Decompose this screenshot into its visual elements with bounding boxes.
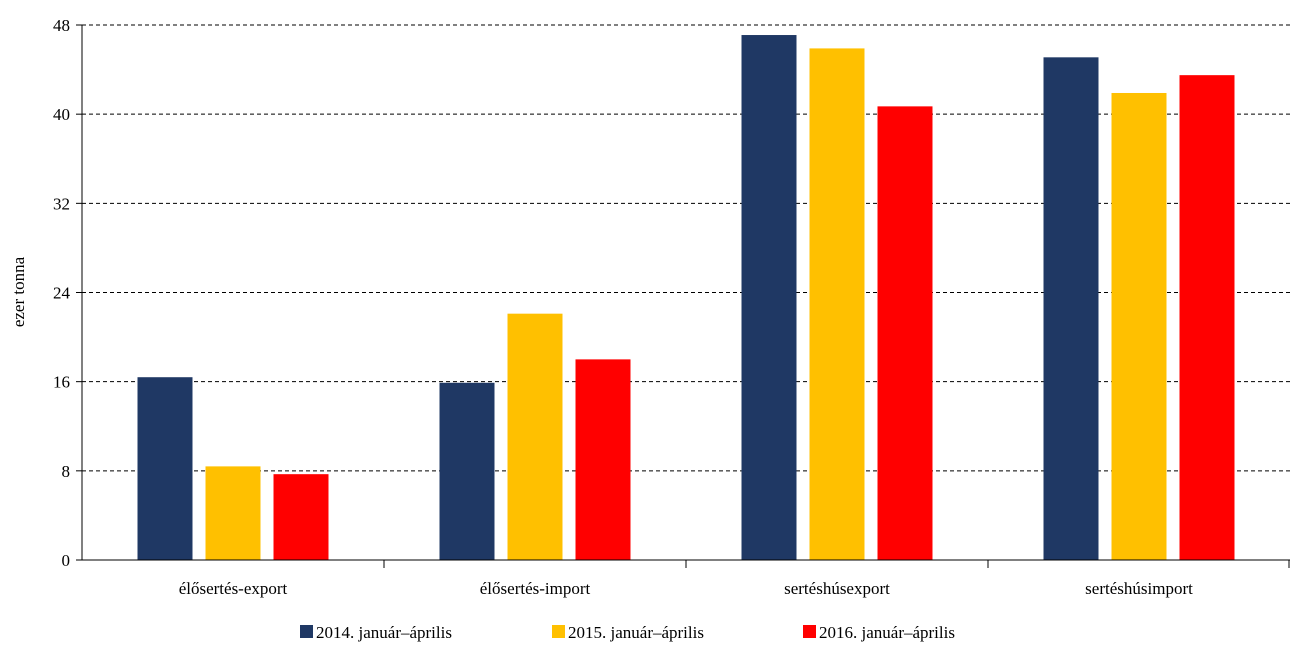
y-tick-label: 0 bbox=[62, 551, 71, 570]
bar bbox=[507, 313, 563, 560]
legend-label: 2014. január–április bbox=[316, 623, 452, 642]
bar bbox=[877, 106, 933, 560]
y-tick-label: 48 bbox=[53, 16, 70, 35]
legend: 2014. január–április 2015. január–április… bbox=[300, 623, 955, 642]
y-tick-label: 32 bbox=[53, 194, 70, 213]
bar bbox=[205, 466, 261, 560]
bar bbox=[1043, 57, 1099, 561]
y-tick-label: 24 bbox=[53, 284, 71, 303]
bar bbox=[273, 474, 329, 560]
bar bbox=[439, 382, 495, 560]
bar bbox=[1111, 92, 1167, 560]
bar bbox=[809, 48, 865, 560]
bars bbox=[137, 35, 1235, 561]
bar bbox=[575, 359, 631, 560]
x-tick-label: sertéshúsexport bbox=[784, 579, 890, 598]
bar bbox=[137, 377, 193, 560]
legend-swatch bbox=[552, 625, 565, 638]
y-tick-label: 8 bbox=[62, 462, 71, 481]
bar bbox=[741, 35, 797, 560]
x-tick-label: élősertés-export bbox=[179, 579, 288, 598]
legend-label: 2016. január–április bbox=[819, 623, 955, 642]
x-tick-label: sertéshúsimport bbox=[1085, 579, 1193, 598]
y-axis-label: ezer tonna bbox=[9, 256, 28, 327]
legend-label: 2015. január–április bbox=[568, 623, 704, 642]
gridlines bbox=[82, 24, 1290, 472]
axes: 0 8 16 24 32 40 48 élősertés-export élősertés-im… bbox=[53, 16, 1290, 598]
legend-swatch bbox=[300, 625, 313, 638]
bar bbox=[1179, 75, 1235, 560]
x-tick-label: élősertés-import bbox=[480, 579, 591, 598]
y-tick-label: 40 bbox=[53, 105, 70, 124]
legend-swatch bbox=[803, 625, 816, 638]
y-tick-label: 16 bbox=[53, 373, 70, 392]
